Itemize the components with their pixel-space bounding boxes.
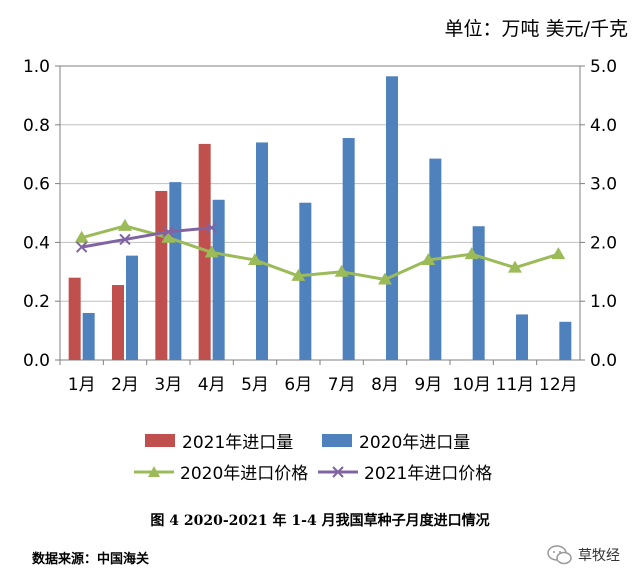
marker-2020-price <box>334 264 349 277</box>
marker-2020-price <box>161 230 176 243</box>
bar-2021-volume <box>68 277 81 360</box>
y-right-tick-label: 2.0 <box>590 233 617 253</box>
marker-2020-price <box>248 253 262 266</box>
marker-2021-price <box>162 226 175 238</box>
marker-2020-price <box>118 218 132 231</box>
bar-2021-volume <box>155 190 168 360</box>
x-tick-label: 11月 <box>496 375 535 395</box>
y-left-tick-label: 0.2 <box>23 292 50 312</box>
bar-2020-volume <box>342 138 355 360</box>
bar-2021-volume <box>112 285 124 360</box>
marker-2021-price <box>75 241 88 253</box>
x-tick-label: 5月 <box>241 375 269 395</box>
x-tick-label: 6月 <box>284 375 312 395</box>
marker-2021-price <box>205 221 218 234</box>
bar-2020-volume <box>516 314 528 360</box>
bar-2020-volume <box>126 255 138 360</box>
y-left-tick-label: 0.6 <box>23 175 50 195</box>
bar-2020-volume <box>472 226 485 360</box>
line-2021-price <box>81 226 212 249</box>
bar-2020-volume <box>386 76 398 360</box>
watermark-logo: 草牧经 <box>547 544 620 566</box>
line-2020-price <box>81 224 559 281</box>
x-tick-label: 10月 <box>452 375 491 395</box>
y-left-tick-label: 0.8 <box>23 116 50 136</box>
y-right-tick-label: 3.0 <box>590 175 617 195</box>
y-left-tick-label: 0.0 <box>23 351 50 371</box>
y-left-tick-label: 1.0 <box>23 57 50 77</box>
y-right-tick-label: 1.0 <box>590 292 617 312</box>
marker-2020-price <box>204 245 219 258</box>
bar-2020-volume <box>82 312 95 360</box>
marker-2020-price <box>291 268 306 281</box>
marker-2020-price <box>74 230 89 243</box>
bar-2020-volume <box>212 199 225 360</box>
bar-2021-volume <box>198 143 211 360</box>
x-tick-label: 4月 <box>198 375 226 395</box>
marker-2020-price <box>508 260 522 273</box>
marker-2021-price <box>119 233 131 246</box>
y-right-tick-label: 4.0 <box>590 116 617 136</box>
bar-2020-volume <box>169 182 182 360</box>
x-tick-label: 12月 <box>539 375 578 395</box>
marker-2020-price <box>421 253 436 266</box>
x-tick-label: 7月 <box>328 375 356 395</box>
figure-caption: 图 4 2020-2021 年 1-4 月我国草种子月度进口情况 <box>150 513 490 529</box>
bar-2020-volume <box>256 142 268 360</box>
marker-2020-price <box>551 247 566 260</box>
y-right-tick-label: 5.0 <box>590 57 617 77</box>
logo-text: 草牧经 <box>578 548 620 564</box>
unit-label: 单位：万吨 美元/千克 <box>444 18 628 40</box>
x-tick-label: 8月 <box>371 375 399 395</box>
x-tick-label: 2月 <box>111 375 139 395</box>
data-source: 数据来源：中国海关 <box>32 552 150 567</box>
chart-canvas: 0.0 0.2 0.4 0.6 0.8 1.0 0.0 1.0 2.0 3.0 4.0 5.0 1月 2月… <box>23 57 617 395</box>
bar-2020-volume <box>299 202 312 360</box>
x-tick-label: 1月 <box>68 375 96 395</box>
x-tick-label: 3月 <box>154 375 182 395</box>
y-right-tick-label: 0.0 <box>590 351 617 371</box>
bar-2020-volume <box>559 321 572 360</box>
marker-2020-price <box>378 272 392 285</box>
y-left-tick-label: 0.4 <box>23 233 50 253</box>
x-tick-label: 9月 <box>414 375 442 395</box>
wechat-icon <box>547 545 572 565</box>
marker-2020-price <box>464 247 479 260</box>
